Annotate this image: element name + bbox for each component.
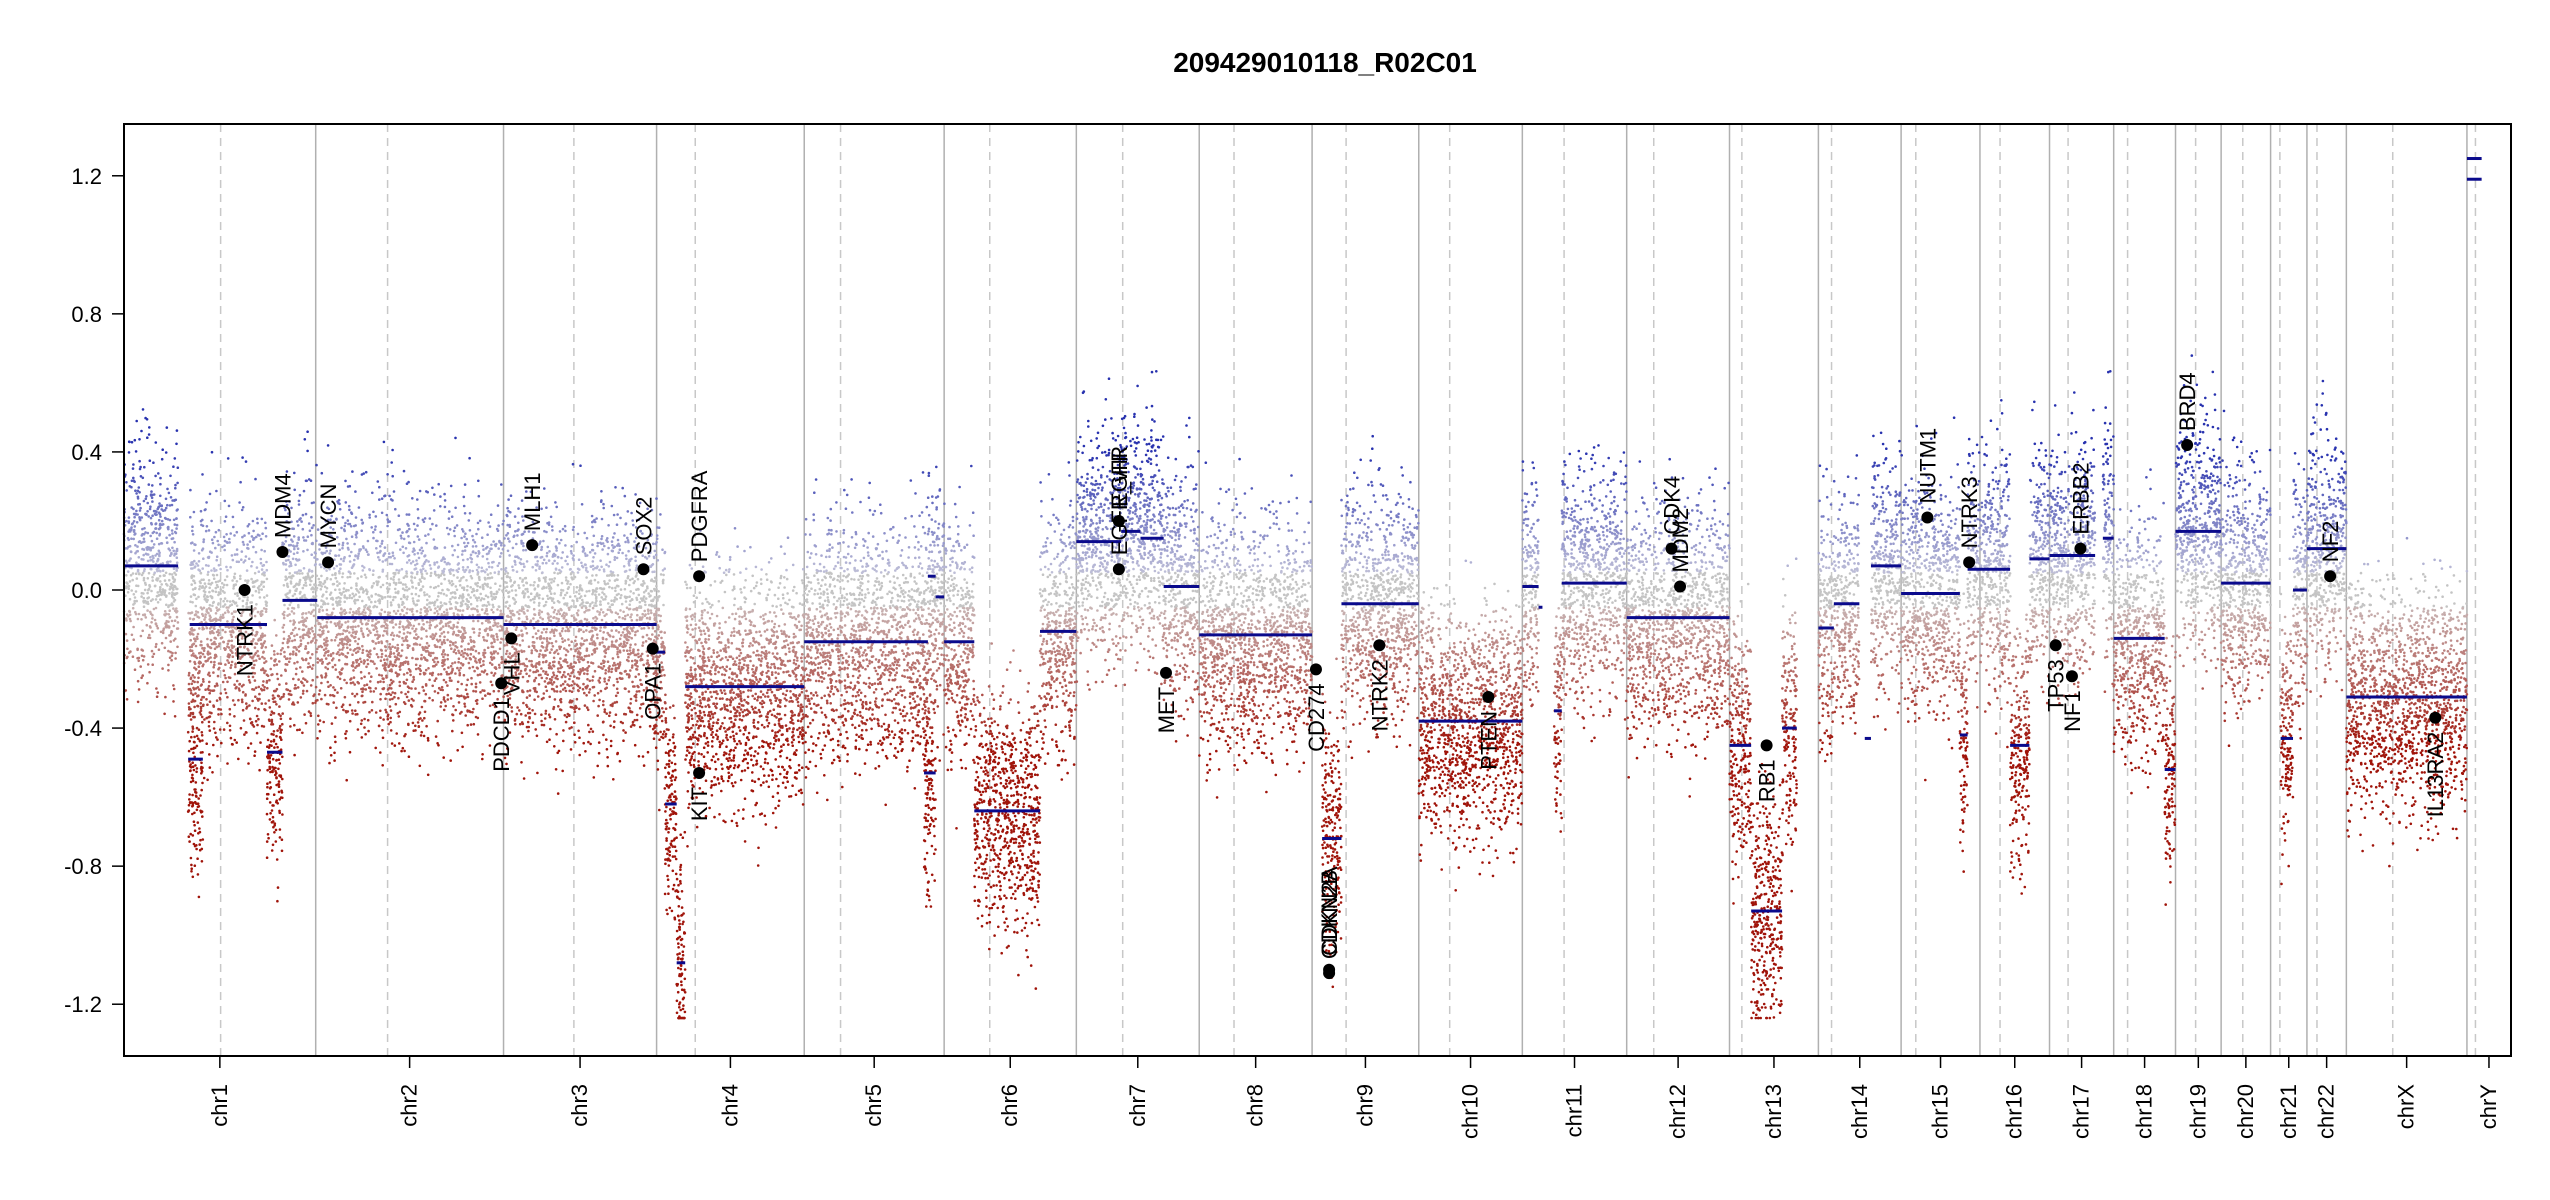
gene-label: NTRK1: [233, 604, 258, 676]
x-tick-label: chr12: [1665, 1084, 1690, 1139]
x-tick-label: chr18: [2132, 1084, 2157, 1139]
gene-label: IL13RA2: [2423, 732, 2448, 818]
y-tick-label: -1.2: [64, 992, 102, 1017]
x-tick-label: chr16: [2002, 1084, 2027, 1139]
gene-label: KIT: [687, 787, 712, 821]
x-tick-label: chr11: [1562, 1084, 1587, 1137]
y-tick-label: -0.4: [64, 716, 102, 741]
gene-label: MET: [1154, 687, 1179, 733]
gene-marker: [1160, 667, 1172, 679]
x-tick-label: chr22: [2314, 1084, 2339, 1139]
y-tick-label: 1.2: [71, 164, 102, 189]
x-tick-label: chr8: [1243, 1084, 1268, 1127]
gene-label: PTEN: [1476, 711, 1501, 770]
x-tick-label: chr3: [567, 1084, 592, 1127]
gene-marker: [2074, 543, 2086, 555]
gene-label: NTRK3: [1957, 476, 1982, 548]
x-tick-label: chr2: [397, 1084, 422, 1127]
gene-label: RB1: [1755, 759, 1780, 802]
chart-title: 209429010118_R02C01: [1173, 47, 1477, 78]
gene-marker: [526, 539, 538, 551]
x-tick-label: chr7: [1125, 1084, 1150, 1127]
gene-label: NTRK2: [1367, 659, 1392, 731]
x-tick-label: chr15: [1928, 1084, 1953, 1139]
gene-label: ERBB2: [2068, 462, 2093, 534]
gene-marker: [1113, 563, 1125, 575]
gene-marker: [2181, 439, 2193, 451]
gene-label: NUTM1: [1915, 428, 1940, 504]
x-tick-label: chrX: [2394, 1084, 2419, 1130]
gene-label: PDCD1: [489, 697, 514, 772]
gene-label: MLH1: [520, 472, 545, 531]
gene-label: PDGFRA: [687, 470, 712, 562]
x-tick-label: chr1: [207, 1084, 232, 1127]
gene-label: MDM4: [270, 473, 295, 538]
x-tick-label: chr14: [1847, 1084, 1872, 1139]
probe-points: [123, 354, 2469, 1019]
gene-marker: [1373, 639, 1385, 651]
gene-label: MDM2: [1668, 508, 1693, 573]
x-tick-label: chr20: [2233, 1084, 2258, 1139]
gene-label: NF1: [2060, 690, 2085, 732]
y-tick-label: 0.0: [71, 578, 102, 603]
gene-marker: [1482, 691, 1494, 703]
gene-label: CDKN2B: [1317, 870, 1342, 959]
gene-marker: [637, 563, 649, 575]
gene-marker: [239, 584, 251, 596]
gene-label: NF2: [2318, 521, 2343, 563]
gene-marker: [693, 570, 705, 582]
gene-marker: [276, 546, 288, 558]
y-tick-label: 0.8: [71, 302, 102, 327]
x-tick-label: chr4: [717, 1084, 742, 1127]
gene-marker: [2050, 639, 2062, 651]
gene-marker: [1323, 967, 1335, 979]
x-tick-label: chr13: [1761, 1084, 1786, 1139]
gene-marker: [2066, 670, 2078, 682]
gene-label: CD274: [1304, 683, 1329, 751]
x-tick-label: chr6: [997, 1084, 1022, 1127]
gene-label: SOX2: [631, 497, 656, 556]
x-tick-label: chr21: [2276, 1084, 2301, 1139]
y-tick-label: -0.8: [64, 854, 102, 879]
gene-marker: [1674, 581, 1686, 593]
x-tick-label: chr9: [1352, 1084, 1377, 1127]
gene-label: OPA1: [641, 663, 666, 720]
gene-marker: [505, 632, 517, 644]
gene-label: MYCN: [316, 484, 341, 549]
gene-label: BRD4: [2175, 372, 2200, 431]
gene-marker: [693, 767, 705, 779]
gene-label: EGFR_vIII: [1107, 453, 1132, 556]
y-tick-label: 0.4: [71, 440, 102, 465]
x-tick-label: chr19: [2185, 1084, 2210, 1139]
x-tick-label: chr17: [2069, 1084, 2094, 1139]
gene-marker: [1963, 556, 1975, 568]
gene-marker: [1921, 512, 1933, 524]
x-tick-label: chrY: [2476, 1084, 2501, 1130]
gene-marker: [2429, 712, 2441, 724]
gene-marker: [322, 556, 334, 568]
x-tick-label: chr10: [1458, 1084, 1483, 1139]
gene-marker: [1761, 739, 1773, 751]
x-tick-label: chr5: [861, 1084, 886, 1127]
gene-marker: [1310, 663, 1322, 675]
gene-marker: [2324, 570, 2336, 582]
gene-label: VHL: [499, 652, 524, 695]
gene-marker: [647, 643, 659, 655]
